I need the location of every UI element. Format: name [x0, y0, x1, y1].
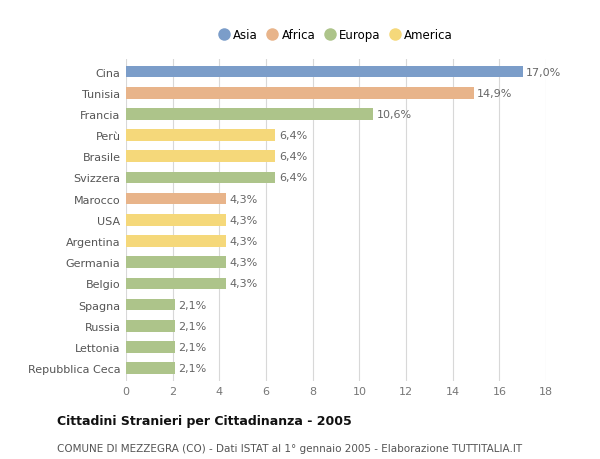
- Text: 14,9%: 14,9%: [477, 89, 512, 99]
- Bar: [126, 235, 226, 247]
- Bar: [126, 363, 175, 374]
- Text: 10,6%: 10,6%: [377, 110, 412, 120]
- Legend: Asia, Africa, Europa, America: Asia, Africa, Europa, America: [217, 27, 455, 45]
- Text: COMUNE DI MEZZEGRA (CO) - Dati ISTAT al 1° gennaio 2005 - Elaborazione TUTTITALI: COMUNE DI MEZZEGRA (CO) - Dati ISTAT al …: [57, 443, 522, 453]
- Bar: [126, 109, 373, 120]
- Bar: [126, 257, 226, 269]
- Text: 17,0%: 17,0%: [526, 67, 562, 78]
- Text: 4,3%: 4,3%: [230, 194, 258, 204]
- Text: 6,4%: 6,4%: [279, 152, 307, 162]
- Bar: [126, 193, 226, 205]
- Bar: [126, 88, 473, 99]
- Text: 6,4%: 6,4%: [279, 131, 307, 141]
- Bar: [126, 67, 523, 78]
- Bar: [126, 130, 275, 141]
- Text: 4,3%: 4,3%: [230, 215, 258, 225]
- Text: 2,1%: 2,1%: [179, 363, 207, 373]
- Bar: [126, 341, 175, 353]
- Text: 4,3%: 4,3%: [230, 236, 258, 246]
- Bar: [126, 299, 175, 311]
- Bar: [126, 172, 275, 184]
- Text: 4,3%: 4,3%: [230, 257, 258, 268]
- Text: 2,1%: 2,1%: [179, 321, 207, 331]
- Text: 2,1%: 2,1%: [179, 342, 207, 352]
- Text: 2,1%: 2,1%: [179, 300, 207, 310]
- Bar: [126, 320, 175, 332]
- Text: 6,4%: 6,4%: [279, 173, 307, 183]
- Bar: [126, 151, 275, 163]
- Text: Cittadini Stranieri per Cittadinanza - 2005: Cittadini Stranieri per Cittadinanza - 2…: [57, 414, 352, 428]
- Bar: [126, 278, 226, 290]
- Bar: [126, 214, 226, 226]
- Text: 4,3%: 4,3%: [230, 279, 258, 289]
